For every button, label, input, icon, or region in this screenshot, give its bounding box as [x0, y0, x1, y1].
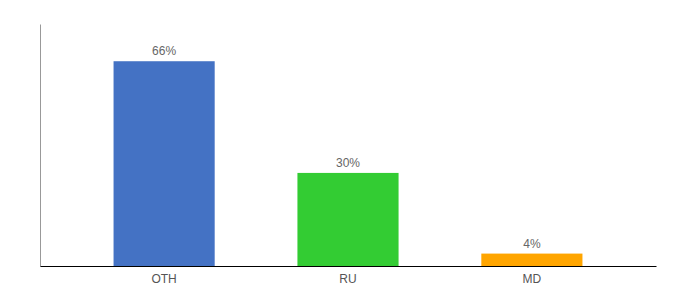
- x-tick-label: RU: [339, 272, 356, 286]
- bar: [297, 173, 398, 266]
- chart-svg: OTH RU MD 66% 30% 4%: [0, 0, 680, 300]
- bar: [114, 61, 215, 266]
- data-labels: 66% 30% 4%: [152, 44, 541, 250]
- bar: [481, 254, 582, 266]
- chart-container: OTH RU MD 66% 30% 4%: [0, 0, 680, 300]
- data-label: 66%: [152, 44, 176, 58]
- x-tick: MD: [523, 272, 542, 286]
- data-label: 4%: [523, 237, 541, 251]
- plot-area: OTH RU MD 66% 30% 4%: [41, 25, 657, 286]
- y-axis-line: [40, 25, 41, 267]
- x-tick-label: OTH: [151, 272, 176, 286]
- data-label: 30%: [336, 156, 360, 170]
- x-tick: RU: [339, 272, 356, 286]
- x-tick-label: MD: [523, 272, 542, 286]
- x-axis: OTH RU MD: [41, 267, 657, 286]
- bars: [114, 61, 583, 266]
- x-axis-line: [41, 266, 657, 267]
- x-tick: OTH: [151, 272, 176, 286]
- y-axis: [40, 25, 41, 267]
